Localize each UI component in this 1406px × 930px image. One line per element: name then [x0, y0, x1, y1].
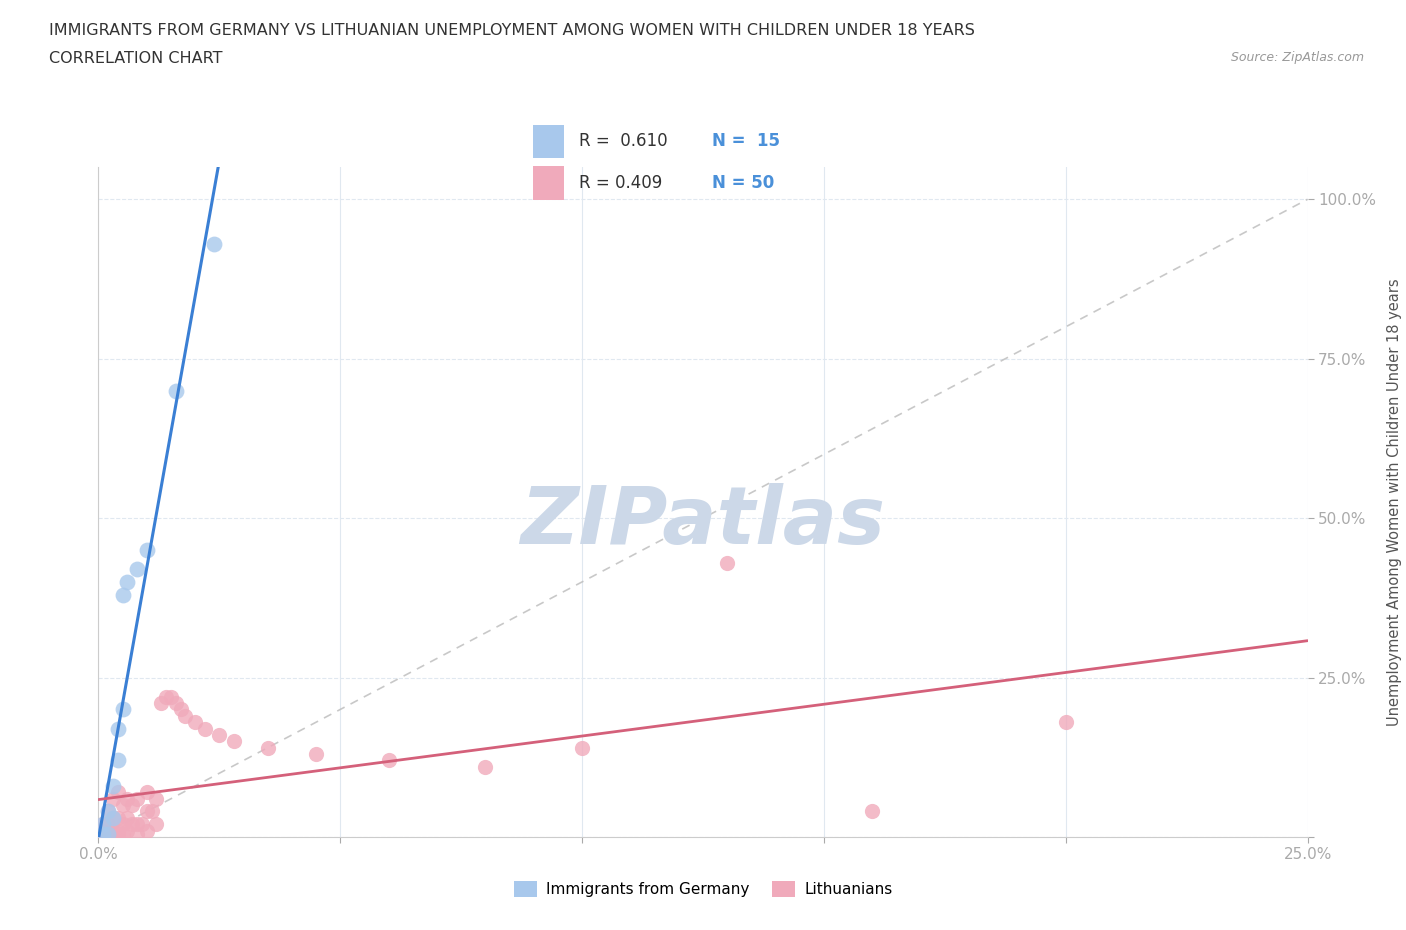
Point	[208, 727, 231, 742]
Point	[165, 696, 187, 711]
Point	[107, 721, 129, 736]
Text: IMMIGRANTS FROM GERMANY VS LITHUANIAN UNEMPLOYMENT AMONG WOMEN WITH CHILDREN UND: IMMIGRANTS FROM GERMANY VS LITHUANIAN UN…	[49, 23, 976, 38]
Point	[107, 810, 129, 825]
Point	[101, 810, 124, 825]
Point	[91, 827, 114, 842]
Point	[121, 817, 143, 831]
Point	[111, 827, 134, 842]
Point	[117, 810, 139, 825]
Point	[111, 587, 134, 602]
Point	[117, 823, 139, 838]
Point	[101, 823, 124, 838]
Point	[97, 817, 120, 831]
Point	[97, 827, 120, 842]
Point	[91, 817, 114, 831]
Point	[160, 689, 183, 704]
Point	[1054, 715, 1077, 730]
Point	[204, 236, 226, 251]
Bar	[533, 166, 564, 200]
Point	[150, 696, 173, 711]
Point	[91, 827, 114, 842]
Text: N = 50: N = 50	[711, 174, 775, 193]
Point	[107, 827, 129, 842]
Point	[127, 562, 149, 577]
Point	[127, 791, 149, 806]
Point	[101, 827, 124, 842]
Point	[256, 740, 278, 755]
Point	[141, 804, 163, 819]
Point	[111, 817, 134, 831]
Point	[111, 702, 134, 717]
Point	[97, 804, 120, 819]
Point	[127, 827, 149, 842]
Point	[107, 823, 129, 838]
Point	[194, 721, 217, 736]
Legend: Immigrants from Germany, Lithuanians: Immigrants from Germany, Lithuanians	[508, 875, 898, 903]
Point	[155, 689, 177, 704]
Text: Source: ZipAtlas.com: Source: ZipAtlas.com	[1230, 51, 1364, 64]
Point	[117, 575, 139, 590]
Point	[135, 785, 157, 800]
Point	[474, 760, 496, 775]
Point	[174, 709, 197, 724]
Text: CORRELATION CHART: CORRELATION CHART	[49, 51, 222, 66]
Point	[101, 810, 124, 825]
Point	[169, 702, 191, 717]
Point	[107, 785, 129, 800]
Point	[97, 827, 120, 842]
Point	[184, 715, 207, 730]
Text: R = 0.409: R = 0.409	[579, 174, 662, 193]
Text: N =  15: N = 15	[711, 132, 780, 151]
Y-axis label: Unemployment Among Women with Children Under 18 years: Unemployment Among Women with Children U…	[1388, 278, 1402, 726]
Point	[135, 823, 157, 838]
Bar	[533, 125, 564, 158]
Point	[117, 791, 139, 806]
Point	[571, 740, 593, 755]
Point	[101, 778, 124, 793]
Point	[127, 817, 149, 831]
Point	[165, 383, 187, 398]
Point	[145, 791, 167, 806]
Point	[107, 753, 129, 768]
Point	[131, 817, 153, 831]
Point	[111, 798, 134, 813]
Point	[91, 817, 114, 831]
Point	[135, 804, 157, 819]
Point	[716, 555, 738, 570]
Point	[377, 753, 399, 768]
Text: ZIPatlas: ZIPatlas	[520, 484, 886, 562]
Point	[97, 804, 120, 819]
Point	[121, 798, 143, 813]
Point	[145, 817, 167, 831]
Point	[305, 747, 328, 762]
Point	[135, 542, 157, 557]
Point	[860, 804, 883, 819]
Point	[222, 734, 245, 749]
Point	[91, 823, 114, 838]
Text: R =  0.610: R = 0.610	[579, 132, 668, 151]
Point	[101, 791, 124, 806]
